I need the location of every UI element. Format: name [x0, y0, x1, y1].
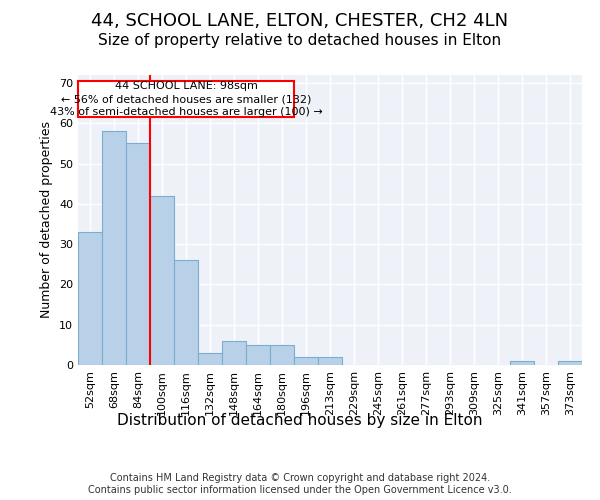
Bar: [222, 341, 246, 365]
Bar: [270, 345, 294, 365]
Bar: [246, 345, 270, 365]
Bar: [174, 260, 198, 365]
Bar: [510, 361, 534, 365]
Text: Contains HM Land Registry data © Crown copyright and database right 2024.
Contai: Contains HM Land Registry data © Crown c…: [88, 474, 512, 495]
Bar: [150, 196, 174, 365]
Text: Distribution of detached houses by size in Elton: Distribution of detached houses by size …: [117, 412, 483, 428]
Text: Size of property relative to detached houses in Elton: Size of property relative to detached ho…: [98, 32, 502, 48]
Bar: [198, 353, 222, 365]
Text: 44, SCHOOL LANE, ELTON, CHESTER, CH2 4LN: 44, SCHOOL LANE, ELTON, CHESTER, CH2 4LN: [91, 12, 509, 30]
Bar: [102, 132, 126, 365]
Bar: [126, 144, 150, 365]
Y-axis label: Number of detached properties: Number of detached properties: [40, 122, 53, 318]
Bar: [78, 232, 102, 365]
FancyBboxPatch shape: [78, 81, 294, 118]
Bar: [558, 361, 582, 365]
Bar: [318, 357, 342, 365]
Bar: [294, 357, 318, 365]
Text: 44 SCHOOL LANE: 98sqm
← 56% of detached houses are smaller (132)
43% of semi-det: 44 SCHOOL LANE: 98sqm ← 56% of detached …: [50, 81, 322, 118]
